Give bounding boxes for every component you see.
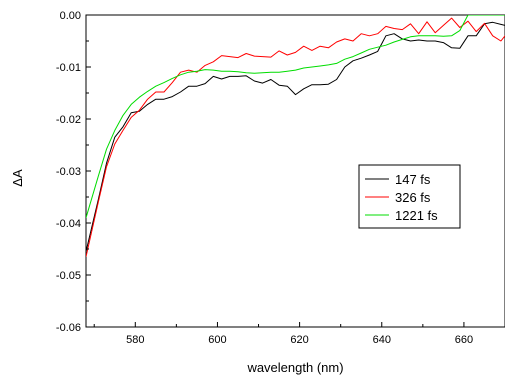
y-tick-label: -0.02 (56, 114, 81, 126)
legend: 147 fs 326 fs 1221 fs (358, 164, 461, 229)
series-line-147-fs (86, 21, 505, 252)
x-tick-label: 660 (455, 334, 473, 346)
y-tick-label: -0.05 (56, 270, 81, 282)
y-tick-label: -0.06 (56, 322, 81, 334)
y-tick-label: -0.01 (56, 62, 81, 74)
x-tick-label: 600 (208, 334, 226, 346)
legend-label: 147 fs (395, 172, 431, 187)
y-tick-label: 0.00 (60, 10, 81, 22)
x-tick-label: 620 (290, 334, 308, 346)
legend-label: 1221 fs (395, 208, 438, 223)
y-axis-title: ΔA (10, 169, 25, 187)
series-line-326-fs (86, 17, 505, 257)
y-tick-label: -0.03 (56, 166, 81, 178)
legend-label: 326 fs (395, 190, 431, 205)
y-tick-label: -0.04 (56, 218, 81, 230)
x-tick-label: 640 (373, 334, 391, 346)
x-axis-title: wavelength (nm) (246, 360, 343, 375)
series-line-1221-fs (86, 15, 505, 218)
x-tick-label: 580 (126, 334, 144, 346)
